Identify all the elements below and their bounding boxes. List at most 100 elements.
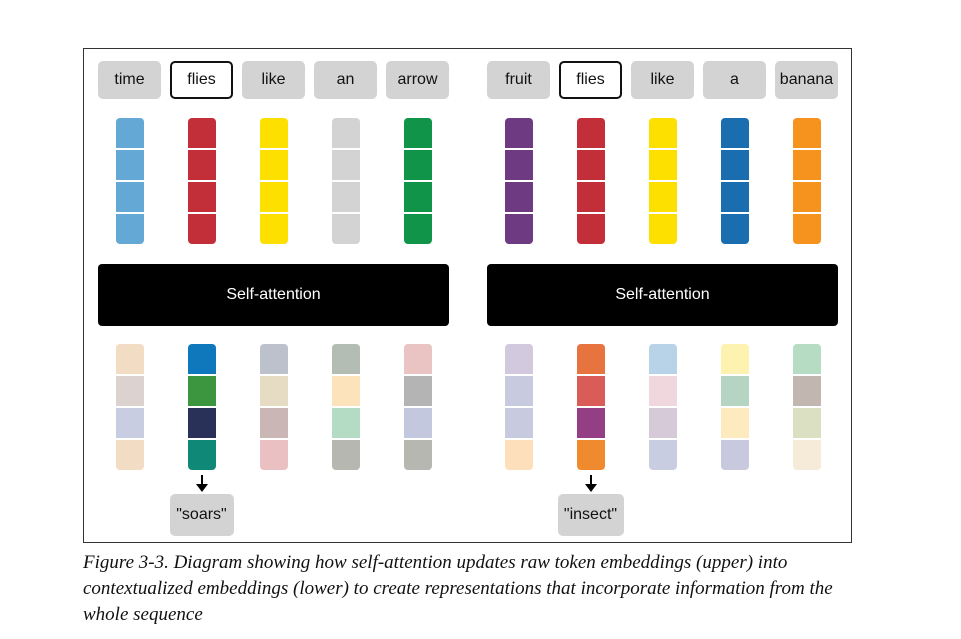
embedding-cell bbox=[331, 150, 360, 182]
embedding-cell bbox=[115, 118, 144, 150]
embedding-cell bbox=[648, 214, 677, 244]
embedding-cell bbox=[576, 214, 605, 244]
token-arrow: arrow bbox=[386, 61, 449, 99]
embedding-cell bbox=[504, 150, 533, 182]
embedding-cell bbox=[403, 118, 432, 150]
input-embedding-flies bbox=[576, 118, 605, 244]
embedding-cell bbox=[648, 408, 677, 440]
token-a: a bbox=[703, 61, 766, 99]
embedding-cell bbox=[259, 376, 288, 408]
input-embedding-like bbox=[259, 118, 288, 244]
contextual-embedding-a bbox=[720, 344, 749, 470]
embedding-cell bbox=[648, 376, 677, 408]
embedding-cell bbox=[259, 182, 288, 214]
predicted-meaning-box: "soars" bbox=[169, 494, 234, 536]
contextual-embedding-banana bbox=[792, 344, 821, 470]
contextual-embedding-like bbox=[259, 344, 288, 470]
embedding-cell bbox=[720, 150, 749, 182]
embedding-cell bbox=[792, 118, 821, 150]
embedding-cell bbox=[648, 344, 677, 376]
embedding-cell bbox=[331, 376, 360, 408]
contextual-embedding-like bbox=[648, 344, 677, 470]
down-arrow-icon bbox=[584, 484, 597, 492]
embedding-cell bbox=[259, 118, 288, 150]
embedding-cell bbox=[720, 344, 749, 376]
embedding-cell bbox=[187, 440, 216, 470]
down-arrow-icon bbox=[195, 484, 208, 492]
embedding-cell bbox=[259, 440, 288, 470]
embedding-cell bbox=[792, 408, 821, 440]
embedding-cell bbox=[115, 150, 144, 182]
embedding-cell bbox=[504, 440, 533, 470]
embedding-cell bbox=[403, 344, 432, 376]
embedding-cell bbox=[576, 344, 605, 376]
contextual-embedding-time bbox=[115, 344, 144, 470]
embedding-cell bbox=[504, 408, 533, 440]
embedding-cell bbox=[576, 408, 605, 440]
embedding-cell bbox=[504, 344, 533, 376]
embedding-cell bbox=[648, 440, 677, 470]
embedding-cell bbox=[187, 376, 216, 408]
arrow-shaft bbox=[589, 475, 592, 485]
token-banana: banana bbox=[775, 61, 838, 99]
embedding-cell bbox=[576, 150, 605, 182]
embedding-cell bbox=[648, 150, 677, 182]
embedding-cell bbox=[115, 182, 144, 214]
embedding-cell bbox=[187, 214, 216, 244]
embedding-cell bbox=[720, 214, 749, 244]
embedding-cell bbox=[331, 214, 360, 244]
embedding-cell bbox=[504, 118, 533, 150]
embedding-cell bbox=[187, 344, 216, 376]
contextual-embedding-flies bbox=[187, 344, 216, 470]
embedding-cell bbox=[403, 150, 432, 182]
embedding-cell bbox=[187, 150, 216, 182]
embedding-cell bbox=[792, 214, 821, 244]
embedding-cell bbox=[259, 214, 288, 244]
embedding-cell bbox=[115, 408, 144, 440]
input-embedding-a bbox=[720, 118, 749, 244]
embedding-cell bbox=[792, 182, 821, 214]
self-attention-block: Self-attention bbox=[487, 264, 838, 326]
embedding-cell bbox=[331, 182, 360, 214]
embedding-cell bbox=[792, 440, 821, 470]
token-fruit: fruit bbox=[487, 61, 550, 99]
token-an: an bbox=[314, 61, 377, 99]
embedding-cell bbox=[115, 440, 144, 470]
embedding-cell bbox=[792, 150, 821, 182]
embedding-cell bbox=[504, 376, 533, 408]
predicted-meaning-box: "insect" bbox=[557, 494, 624, 536]
embedding-cell bbox=[504, 214, 533, 244]
embedding-cell bbox=[331, 344, 360, 376]
embedding-cell bbox=[576, 440, 605, 470]
contextual-embedding-an bbox=[331, 344, 360, 470]
input-embedding-banana bbox=[792, 118, 821, 244]
embedding-cell bbox=[403, 214, 432, 244]
embedding-cell bbox=[720, 118, 749, 150]
embedding-cell bbox=[331, 440, 360, 470]
embedding-cell bbox=[792, 344, 821, 376]
figure-caption: Figure 3-3. Diagram showing how self-att… bbox=[83, 552, 833, 625]
embedding-cell bbox=[187, 118, 216, 150]
token-like: like bbox=[631, 61, 694, 99]
embedding-cell bbox=[576, 182, 605, 214]
embedding-cell bbox=[576, 376, 605, 408]
embedding-cell bbox=[259, 344, 288, 376]
embedding-cell bbox=[331, 118, 360, 150]
embedding-cell bbox=[403, 376, 432, 408]
token-like: like bbox=[242, 61, 305, 99]
embedding-cell bbox=[792, 376, 821, 408]
diagram-frame bbox=[83, 48, 852, 543]
token-flies: flies bbox=[170, 61, 233, 99]
embedding-cell bbox=[648, 118, 677, 150]
self-attention-block: Self-attention bbox=[98, 264, 449, 326]
token-flies: flies bbox=[559, 61, 622, 99]
embedding-cell bbox=[187, 408, 216, 440]
embedding-cell bbox=[259, 150, 288, 182]
embedding-cell bbox=[115, 214, 144, 244]
input-embedding-time bbox=[115, 118, 144, 244]
embedding-cell bbox=[720, 408, 749, 440]
embedding-cell bbox=[648, 182, 677, 214]
token-time: time bbox=[98, 61, 161, 99]
contextual-embedding-arrow bbox=[403, 344, 432, 470]
embedding-cell bbox=[187, 182, 216, 214]
